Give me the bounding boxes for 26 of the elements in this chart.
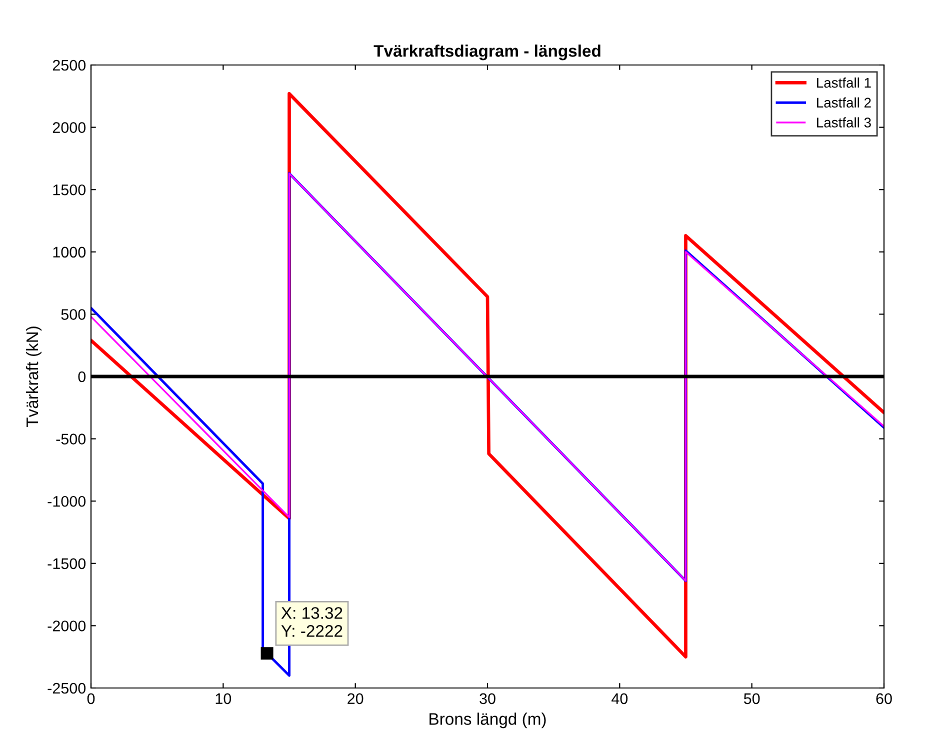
y-tick-label: 500 [61, 309, 86, 320]
x-tick-label: 40 [612, 693, 628, 704]
x-axis-title: Brons längd (m) [430, 712, 546, 728]
x-tick-label: 0 [87, 693, 95, 704]
annotation: X: 13.32 Y: -2222 [281, 607, 342, 637]
x-tick-label: 60 [876, 693, 892, 704]
y-tick-label: -1500 [48, 558, 86, 570]
x-tick-label: 10 [216, 693, 232, 704]
y-tick-label: 1500 [53, 184, 86, 196]
y-tick-label: 1000 [53, 246, 86, 258]
y-tick-label: -1000 [48, 496, 86, 507]
x-tick-label: 50 [744, 693, 760, 704]
legend-label: Lastfall 1 [817, 78, 871, 88]
y-tick-label: 0 [78, 371, 86, 382]
x-tick-label: 30 [480, 693, 496, 704]
x-tick-label: 20 [348, 693, 364, 704]
y-tick-label: 2000 [52, 122, 86, 133]
line-series [91, 172, 884, 582]
legend-label: Lastfall 3 [817, 117, 871, 128]
y-tick-label: -2000 [48, 620, 86, 632]
y-tick-label: -2500 [48, 682, 86, 694]
chart-title: Tvärkraftsdiagram - längsled [374, 44, 600, 60]
y-axis-title: Tvärkraft (kN) [26, 326, 42, 428]
y-tick-label: 2500 [52, 60, 86, 71]
y-tick-label: -500 [56, 434, 86, 444]
legend-label: Lastfall 2 [817, 97, 871, 108]
